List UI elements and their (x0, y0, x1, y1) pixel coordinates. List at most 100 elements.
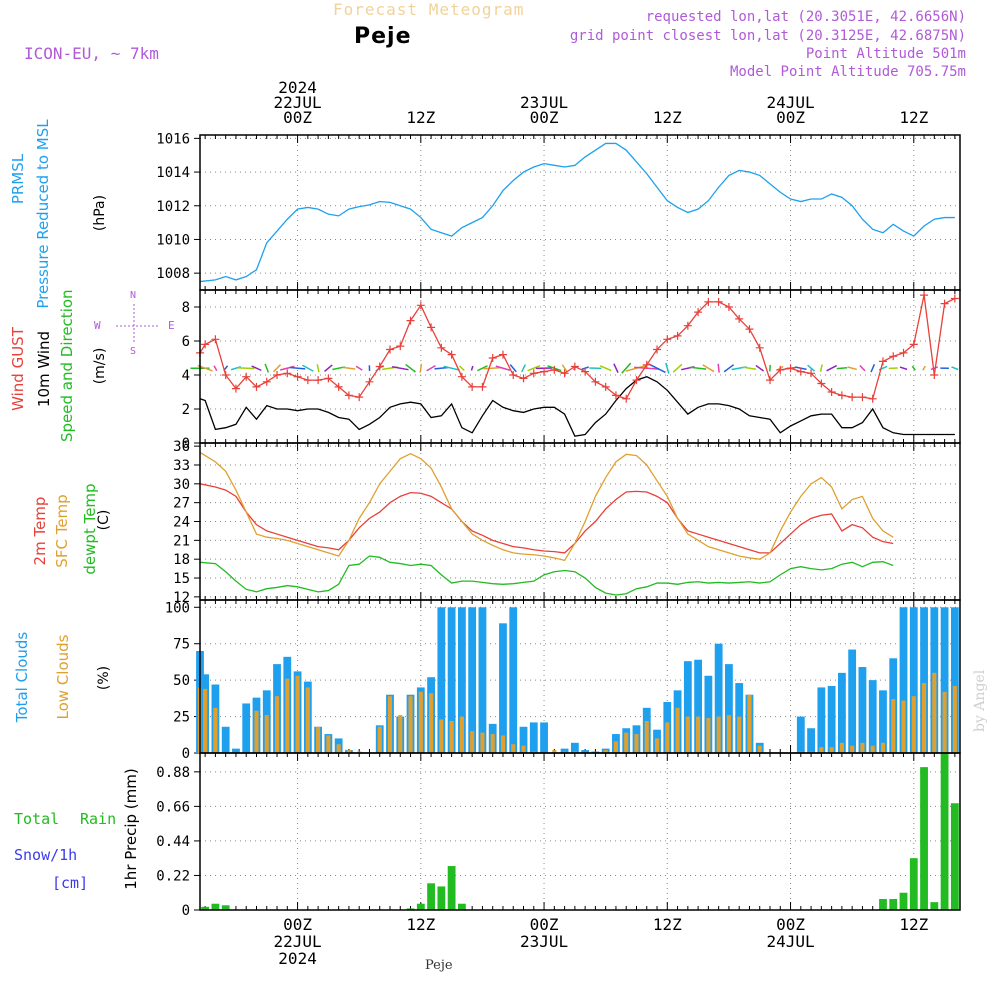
cloud-total-bar (232, 748, 240, 753)
cloud-total-bar (704, 675, 713, 753)
wind-arrow (527, 364, 541, 372)
wind-arrow (213, 365, 218, 371)
compass-w: W (94, 319, 101, 332)
wind-arrow (742, 366, 757, 371)
wind-arrow (702, 364, 715, 373)
wind-gust-line-point (673, 331, 682, 340)
bottom-time-label: 22JUL (273, 932, 321, 951)
wind-arrow (264, 363, 270, 373)
wind-arrow (324, 364, 333, 372)
cloud-total-bar (796, 716, 805, 753)
y-tick-label: 18 (173, 552, 190, 568)
cloud-low-bar (316, 726, 321, 753)
cloud-total-bar (879, 690, 887, 753)
cloud-low-bar (439, 719, 444, 753)
compass-e: E (168, 319, 175, 332)
wind-gust-line-point (231, 384, 240, 393)
y-tick-label: 1014 (156, 165, 190, 181)
cloud-total-bar (437, 607, 446, 753)
wind-gust-line-point (262, 377, 271, 386)
bottom-time-label: 2024 (278, 949, 317, 968)
wind-arrow (870, 363, 876, 373)
wind-arrow (272, 364, 282, 373)
place-title: Peje (354, 24, 412, 49)
y-tick-label: 75 (173, 637, 190, 653)
wind-arrow (836, 367, 848, 370)
cloud-low-bar (552, 750, 557, 753)
model-label: ICON-EU, ~ 7km (24, 44, 159, 63)
wind-arrow (405, 363, 416, 373)
cloud-low-bar (922, 683, 927, 753)
precip-bar (879, 899, 887, 910)
wind-gust-line-point (211, 335, 220, 344)
wind-gust-line-point (724, 303, 733, 311)
wind-gust-line-point (848, 393, 857, 402)
precip-bar (427, 883, 435, 910)
cloud-low-bar (737, 716, 742, 753)
y-tick-label: 2 (182, 402, 190, 418)
cloud-low-bar (634, 734, 639, 753)
top-time-label: 00Z (283, 108, 312, 127)
wind-gust-line-point (498, 350, 507, 359)
wind-gust-line-point (786, 364, 795, 373)
wind-gust-line-point (303, 376, 312, 385)
cloud-low-bar (911, 696, 916, 753)
wind-arrow (561, 364, 568, 373)
wind-gust-line-point (344, 391, 353, 400)
wind-gust-line-point (827, 388, 836, 396)
wind-arrow (477, 365, 488, 372)
wind-gust-line-point (920, 291, 929, 300)
y-tick-label: 30 (173, 477, 190, 493)
y-tick-label: 24 (173, 515, 190, 531)
wind-gust-line-point (427, 323, 436, 332)
cloud-total-bar (457, 607, 466, 753)
cloud-low-bar (870, 745, 875, 753)
bottom-time-label: 23JUL (520, 932, 568, 951)
wind-gust-line-point (324, 374, 333, 383)
precip-bar (899, 892, 908, 910)
wind-gust-line-point (519, 374, 528, 383)
cloud-total-bar (807, 728, 815, 753)
wind-arrow (755, 364, 765, 372)
y-tick-label: 6 (182, 334, 190, 350)
wind-arrow (723, 364, 735, 373)
y-tick-label: 12 (173, 590, 190, 606)
wind-arrow (237, 367, 255, 370)
wind-arrow (689, 366, 707, 370)
y-tick-label: 50 (173, 673, 190, 689)
y-tick-label: 0 (182, 903, 190, 919)
bottom-time-label: 12Z (653, 915, 682, 934)
wind-gust-line-point (940, 299, 949, 308)
wind-arrow (316, 364, 320, 373)
cloud-low-bar (624, 732, 629, 753)
wind-arrow (819, 364, 823, 372)
cloud-total-bar (540, 722, 548, 753)
cloud-total-bar (868, 680, 877, 753)
cloud-total-bar (899, 607, 908, 753)
cloud-total-bar (837, 672, 846, 753)
precip-bar (211, 903, 220, 910)
panel-frame (199, 134, 961, 291)
panel-2: 12 15 18 21 24 27 30 33 36 (173, 439, 960, 606)
cloud-low-bar (880, 742, 886, 753)
wind-gust-line-point (735, 314, 744, 323)
cloud-total-bar (940, 607, 949, 753)
precip-bar (920, 767, 928, 910)
cloud-total-bar (509, 607, 518, 753)
cloud-low-bar (459, 716, 464, 753)
cloud-total-bar (817, 687, 826, 753)
cloud-low-bar (860, 742, 865, 753)
wind-arrow (951, 366, 959, 371)
cloud-low-bar (490, 734, 495, 753)
wind-gust-line-point (755, 343, 764, 352)
cloud-low-bar (480, 732, 485, 753)
cloud-total-bar (499, 623, 507, 753)
wind-arrow (826, 364, 838, 372)
top-time-label: 2024 (278, 78, 317, 97)
wind-gust-line-point (766, 376, 774, 385)
bottom-time-label: 00Z (530, 915, 559, 934)
precip-bar (447, 866, 456, 910)
precip-bar (416, 903, 425, 910)
cloud-total-bar (581, 750, 590, 753)
